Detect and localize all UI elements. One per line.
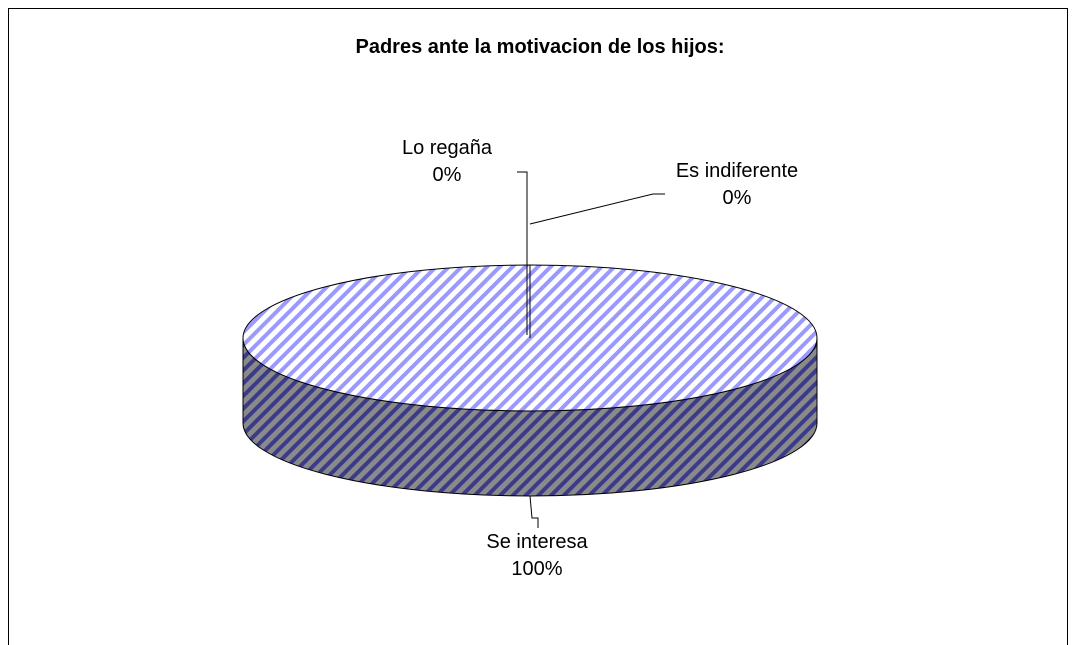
labels: Se interesa 100% Lo regaña 0% Es indiferente… — [402, 137, 798, 580]
leader-line — [529, 193, 665, 225]
category-label: Se interesa — [486, 531, 588, 553]
pie — [242, 264, 818, 497]
value-label: 0% — [433, 164, 462, 186]
value-label: 0% — [723, 187, 752, 209]
leader-line — [529, 495, 539, 528]
chart-title: Padres ante la motivacion de los hijos: — [356, 36, 725, 58]
category-label: Es indiferente — [676, 160, 798, 182]
category-label: Lo regaña — [402, 137, 493, 159]
value-label: 100% — [511, 558, 562, 580]
leader-line — [517, 171, 528, 335]
